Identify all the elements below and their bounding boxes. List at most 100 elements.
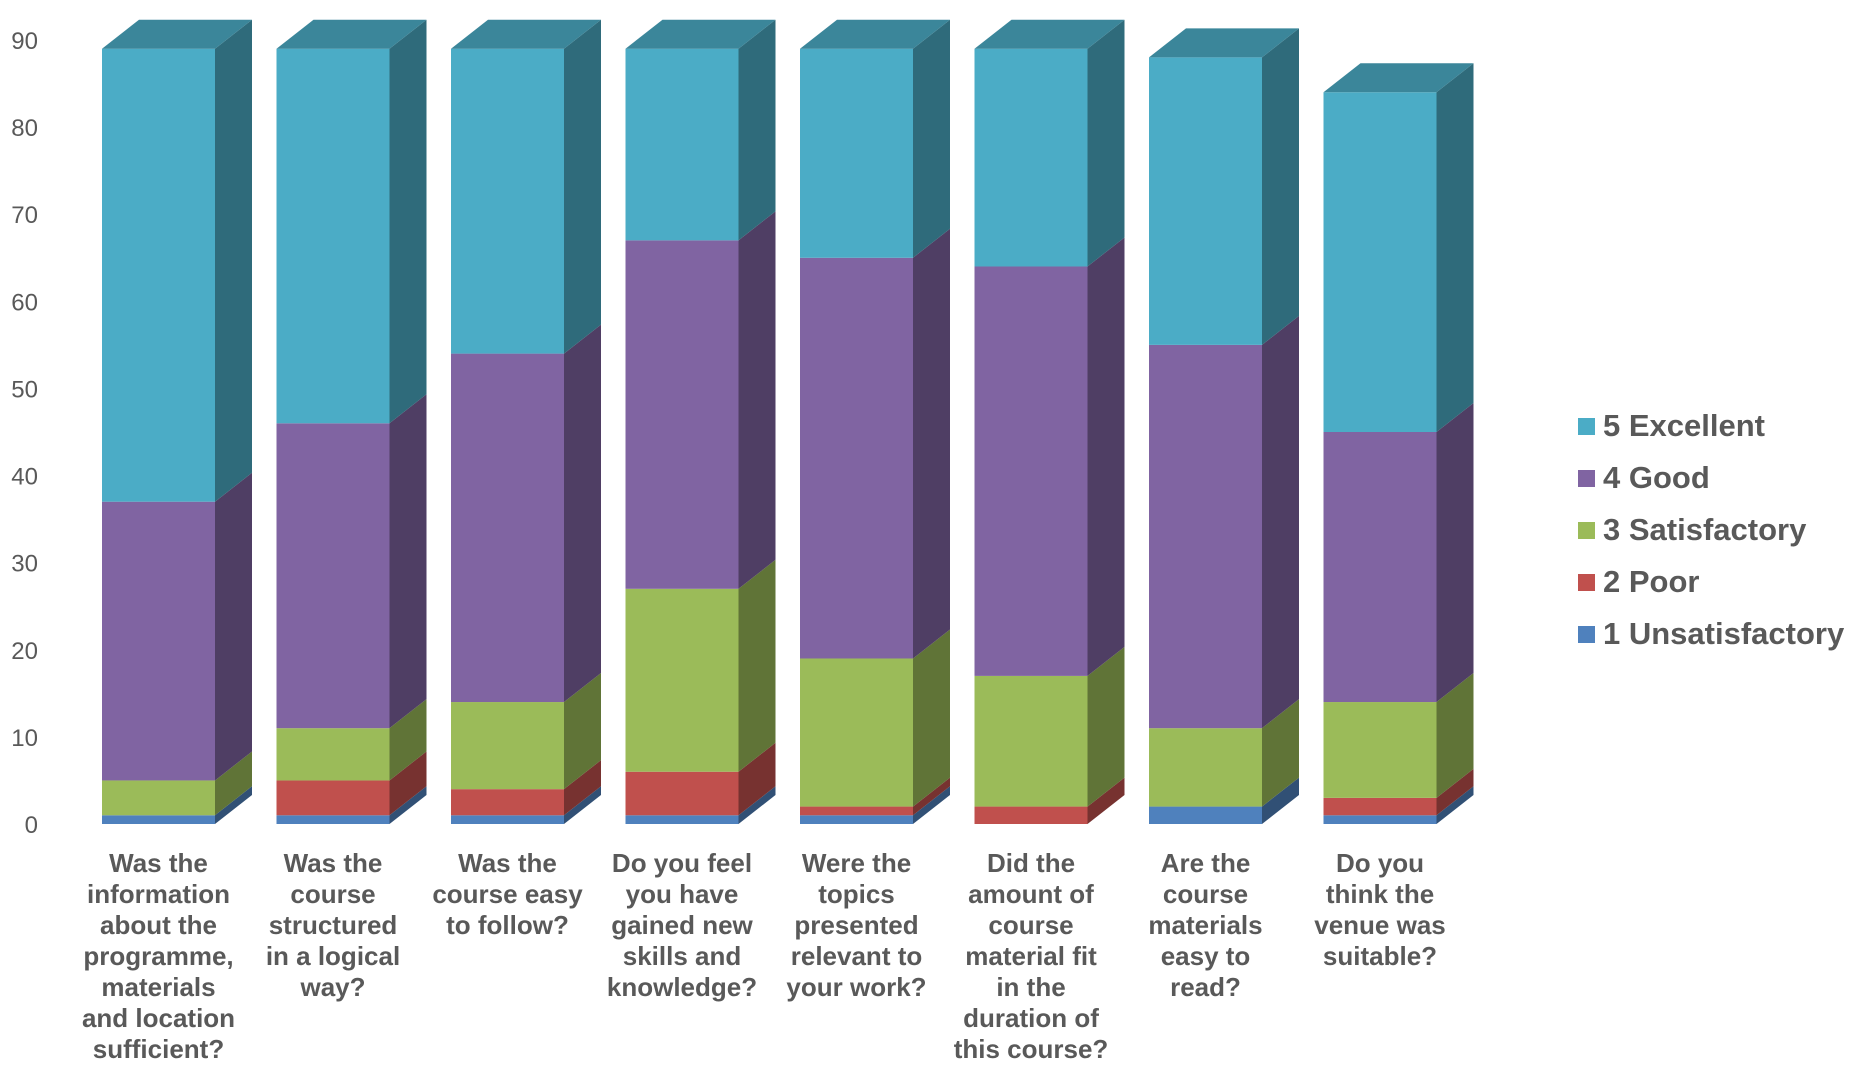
x-category-label: Are the course materials easy to read?	[1148, 848, 1263, 1002]
y-tick-label: 0	[25, 812, 38, 839]
bar-top	[625, 19, 776, 49]
bar-segment	[451, 48, 564, 354]
bar-top	[451, 19, 601, 49]
bar-segment-side	[1087, 777, 1125, 824]
bar-segment	[1149, 57, 1262, 345]
bar-segment-side	[738, 19, 776, 241]
bar-segment-side	[1436, 673, 1474, 798]
bar-segment	[276, 780, 390, 816]
bar-segment	[974, 266, 1088, 676]
bar-segment	[974, 48, 1088, 267]
chart-legend: 5 Excellent 4 Good 3 Satisfactory 2 Poor 1 U…	[1578, 400, 1844, 660]
x-category-label: Was the course structured in a logical way?	[265, 848, 401, 1002]
bar-segment-side	[738, 786, 776, 824]
bar-segment-side	[1262, 28, 1299, 345]
bar-segment-side	[913, 786, 950, 824]
bar-segment	[276, 48, 390, 424]
legend-swatch	[1578, 521, 1595, 539]
x-category-label: Do you think the venue was suitable?	[1314, 848, 1446, 971]
y-tick-label: 30	[11, 551, 38, 578]
bar-segment	[625, 815, 739, 824]
bar-top	[800, 19, 950, 49]
bar-segment-side	[1087, 646, 1125, 807]
legend-item: 4 Good	[1578, 452, 1844, 504]
y-tick-label: 20	[11, 638, 38, 665]
bar-segment	[102, 780, 215, 816]
y-tick-label: 80	[11, 115, 38, 142]
bar-segment-side	[564, 760, 601, 816]
y-tick-label: 10	[11, 725, 38, 752]
y-tick-label: 90	[11, 28, 38, 55]
bar-top	[276, 19, 427, 49]
bar-segment-side	[738, 211, 776, 589]
bar-segment-side	[564, 673, 601, 790]
x-category-label: Was the course easy to follow?	[432, 848, 583, 940]
bar-segment-side	[738, 559, 776, 772]
bar-segment	[451, 815, 564, 824]
bar-segment	[1323, 92, 1437, 433]
y-tick-label: 50	[11, 376, 38, 403]
bar-segment-side	[389, 699, 427, 781]
bar-segment-side	[215, 751, 252, 816]
bar-segment-side	[389, 751, 427, 816]
bar-segment-side	[913, 228, 950, 659]
bar-segment-side	[1262, 777, 1299, 824]
y-tick-label: 40	[11, 464, 38, 491]
legend-swatch	[1578, 625, 1595, 643]
bar-segment	[1323, 815, 1437, 824]
legend-label: 4 Good	[1603, 460, 1710, 495]
bar-segment-side	[564, 324, 601, 703]
bar-segment-side	[389, 19, 427, 424]
legend-label: 5 Excellent	[1603, 408, 1765, 443]
legend-label: 3 Satisfactory	[1603, 512, 1807, 547]
bar-segment-side	[913, 777, 950, 816]
legend-label: 1 Unsatisfactory	[1603, 616, 1845, 651]
bar-segment	[800, 806, 913, 816]
bar-segment-side	[215, 786, 252, 824]
bar-segment	[625, 588, 739, 772]
bar-segment-side	[1436, 786, 1474, 824]
bar-segment-side	[1262, 699, 1299, 807]
bar-segment-side	[913, 629, 950, 807]
legend-swatch	[1578, 417, 1595, 435]
bar-segment	[800, 48, 913, 258]
bar-segment-side	[1087, 19, 1125, 267]
bar-segment-side	[215, 472, 252, 781]
legend-item: 1 Unsatisfactory	[1578, 608, 1844, 660]
y-tick-label: 60	[11, 289, 38, 316]
bar-segment-side	[389, 394, 427, 729]
bar-segment	[974, 806, 1088, 824]
legend-swatch	[1578, 469, 1595, 487]
legend-label: 2 Poor	[1603, 564, 1700, 599]
bar-segment	[1149, 806, 1262, 824]
bar-segment	[1323, 432, 1437, 703]
bar-segment	[102, 501, 215, 781]
x-category-label: Did the amount of course material fit in the…	[953, 848, 1109, 1064]
x-category-label: Do you feel you have gained new skills and k…	[606, 848, 758, 1002]
legend-item: 2 Poor	[1578, 556, 1844, 608]
bar-segment-side	[913, 19, 950, 258]
bar-segment	[625, 240, 739, 589]
x-category-label: Were the topics presented relevant to your w…	[786, 848, 927, 1002]
bar-segment	[102, 48, 215, 502]
bar-segment	[276, 728, 390, 781]
legend-item: 5 Excellent	[1578, 400, 1844, 452]
bar-segment-side	[1087, 237, 1125, 676]
bar-top	[102, 19, 252, 49]
bar-segment	[451, 789, 564, 816]
legend-swatch	[1578, 573, 1595, 591]
bar-segment-side	[564, 786, 601, 824]
bar-segment-side	[1436, 63, 1474, 433]
bar-segment	[451, 702, 564, 790]
bar-top	[974, 19, 1125, 49]
bar-segment	[800, 257, 913, 659]
bar-segment-side	[738, 742, 776, 816]
bar-segment-side	[1436, 403, 1474, 703]
bar-segment	[974, 675, 1088, 807]
bar-segment	[276, 423, 390, 729]
bar-segment	[800, 658, 913, 807]
bar-top	[1149, 28, 1299, 58]
bar-segment-side	[215, 19, 252, 502]
bar-top	[1323, 63, 1474, 93]
